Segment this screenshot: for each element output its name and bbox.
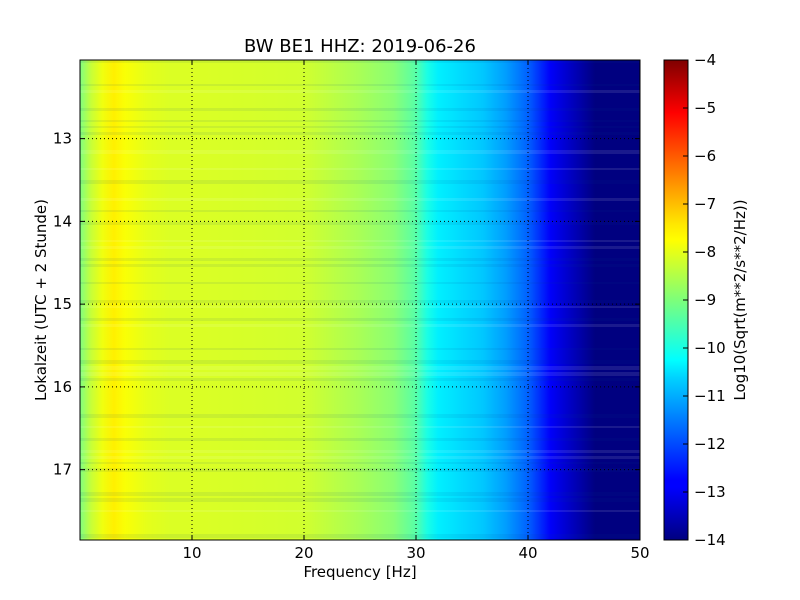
time-band [80,372,640,376]
time-band [80,258,640,261]
colorbar-tick-label: −6 [694,147,716,165]
time-band [80,300,640,303]
plot-frame [79,59,641,541]
time-band [80,108,640,111]
spectrogram-image [80,60,640,540]
time-band [80,450,640,453]
time-band [80,126,640,128]
time-band [80,366,640,370]
colorbar-tick-label: −4 [694,51,716,69]
y-tick-label: 16 [53,378,72,396]
time-band [80,378,640,381]
x-tick-label: 20 [294,544,313,562]
colorbar-tick-label: −9 [694,291,716,309]
time-band [80,414,640,418]
time-band [80,222,640,225]
time-band [80,240,640,242]
colorbar-tick-label: −13 [694,483,726,501]
y-tick-label: 13 [53,130,72,148]
time-band [80,426,640,428]
grid-lines [80,60,640,540]
y-axis-label: Lokalzeit (UTC + 2 Stunde) [32,199,50,401]
time-band [80,456,640,459]
time-band [80,246,640,249]
time-band [80,84,640,86]
colorbar-tick-label: −5 [694,99,716,117]
time-band [80,264,640,267]
time-band [80,168,640,170]
colorbar-label: Log10(Sqrt(m**2/s**2/Hz)) [731,199,749,400]
time-band [80,438,640,441]
chart-title: BW BE1 HHZ: 2019-06-26 [244,36,476,57]
time-band [80,360,640,364]
time-band [80,498,640,502]
time-band [80,90,640,93]
time-band [80,198,640,201]
time-band [80,324,640,327]
time-band [80,180,640,184]
time-band [80,306,640,308]
time-band [80,534,640,538]
time-band [80,318,640,321]
y-axis: 13 14 15 16 17 [53,130,640,479]
y-tick-label: 15 [53,295,72,313]
colorbar-tick-label: −12 [694,435,726,453]
y-tick-label: 17 [53,461,72,479]
colorbar-tick-label: −8 [694,243,716,261]
time-band [80,60,640,63]
x-axis: 10 20 30 40 50 [182,60,650,562]
x-axis-label: Frequency [Hz] [303,563,416,581]
x-tick-label: 40 [518,544,537,562]
plot-area [80,60,640,540]
spectrogram-time-bands [80,60,640,538]
colorbar-tick-label: −14 [694,531,726,549]
y-tick-label: 14 [53,212,72,230]
time-band [80,348,640,350]
time-band [80,150,640,154]
colorbar-tick-label: −10 [694,339,726,357]
time-band [80,282,640,284]
time-band [80,510,640,512]
x-tick-label: 30 [406,544,425,562]
colorbar-tick-label: −7 [694,195,716,213]
time-band [80,132,640,135]
time-band [80,210,640,212]
time-band [80,462,640,464]
time-band [80,492,640,496]
x-tick-label: 10 [182,544,201,562]
colorbar-ticks: −4 −5 −6 −7 −8 −9 −10 −11 −12 −13 −14 [683,51,726,549]
x-tick-label: 50 [630,544,649,562]
colorbar-tick-label: −11 [694,387,726,405]
time-band [80,120,640,122]
